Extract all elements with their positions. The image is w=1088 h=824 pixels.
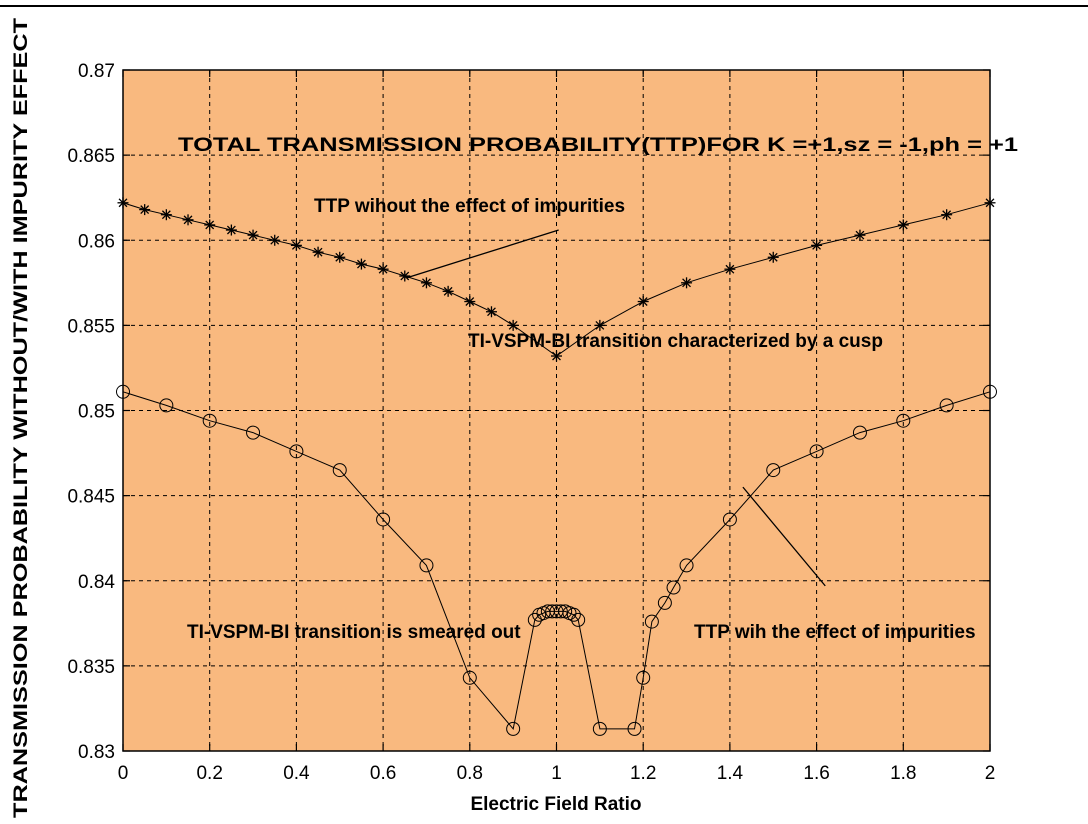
data-point-asterisk <box>160 209 172 221</box>
data-point-asterisk <box>139 204 151 216</box>
x-tick-label: 1.8 <box>890 763 916 784</box>
data-point-asterisk <box>442 285 454 297</box>
y-tick-label: 0.87 <box>78 61 115 82</box>
data-point-circle <box>592 721 607 736</box>
data-point-circle <box>527 612 542 627</box>
grid <box>123 70 990 751</box>
y-tick-label: 0.84 <box>78 572 115 593</box>
data-point-circle <box>246 425 261 440</box>
data-point-asterisk <box>204 219 216 231</box>
annotation-title: TOTAL TRANSMISSION PROBABILITY(TTP)FOR K… <box>178 135 1019 156</box>
data-point-circle <box>332 463 347 478</box>
data-point-asterisk <box>225 224 237 236</box>
y-tick-label: 0.865 <box>67 146 115 167</box>
pointer-ttp-without <box>406 229 559 279</box>
annotation-smeared: TI-VSPM-BI transition is smeared out <box>187 622 521 643</box>
plot-frame <box>122 69 991 752</box>
data-point-circle <box>939 398 954 413</box>
annotation-lines <box>406 229 826 587</box>
data-point-circle <box>419 558 434 573</box>
data-point-asterisk <box>507 319 519 331</box>
x-tick-label: 0.6 <box>370 763 396 784</box>
annotation-ttp-without: TTP wihout the effect of impurities <box>314 196 625 217</box>
data-point-asterisk <box>811 239 823 251</box>
x-axis-label: Electric Field Ratio <box>470 794 641 815</box>
data-point-asterisk <box>941 209 953 221</box>
data-point-circle <box>722 512 737 527</box>
series-line-1 <box>122 202 991 357</box>
data-point-asterisk <box>182 214 194 226</box>
data-point-asterisk <box>399 270 411 282</box>
data-point-asterisk <box>724 263 736 275</box>
data-point-circle <box>766 463 781 478</box>
x-ticks: 0 0.2 0.4 0.6 0.8 1 1.2 1.4 1.6 1.8 2 <box>118 70 996 784</box>
data-point-asterisk <box>247 229 259 241</box>
data-point-asterisk <box>464 296 476 308</box>
data-point-asterisk <box>420 277 432 289</box>
data-point-circle <box>852 425 867 440</box>
data-point-circle <box>566 607 581 622</box>
data-point-circle <box>462 670 477 685</box>
data-point-asterisk <box>551 350 562 362</box>
data-point-circle <box>644 614 659 629</box>
data-point-circle <box>571 612 586 627</box>
x-tick-label: 1.2 <box>630 763 656 784</box>
data-point-circle <box>553 604 568 619</box>
y-tick-label: 0.855 <box>67 316 115 337</box>
y-tick-label: 0.86 <box>78 231 115 252</box>
data-point-circle <box>627 721 642 736</box>
data-point-circle <box>289 444 304 459</box>
data-point-asterisk <box>897 219 909 231</box>
x-tick-label: 0.2 <box>196 763 222 784</box>
data-point-asterisk <box>377 263 389 275</box>
data-point-circle <box>666 580 681 595</box>
x-tick-label: 1.6 <box>803 763 829 784</box>
data-point-circle <box>896 413 911 428</box>
data-point-circle <box>376 512 391 527</box>
annotation-ttp-with: TTP wih the effect of impurities <box>694 622 976 643</box>
y-tick-label: 0.83 <box>78 742 115 763</box>
data-point-asterisk <box>594 319 606 331</box>
x-tick-label: 0 <box>118 763 129 784</box>
y-ticks: 0.83 0.835 0.84 0.845 0.85 0.855 0.86 0.865 0.87 <box>67 61 990 763</box>
data-point-asterisk <box>854 229 866 241</box>
data-point-circle <box>657 595 672 610</box>
data-point-asterisk <box>767 251 779 263</box>
data-point-asterisk <box>637 296 649 308</box>
x-tick-label: 0.8 <box>457 763 483 784</box>
data-point-asterisk <box>334 251 346 263</box>
x-tick-label: 1.4 <box>717 763 744 784</box>
data-point-asterisk <box>355 258 367 270</box>
data-point-circle <box>636 670 651 685</box>
data-point-asterisk <box>681 277 693 289</box>
data-point-asterisk <box>269 234 281 246</box>
data-point-circle <box>679 558 694 573</box>
y-tick-label: 0.845 <box>67 487 115 508</box>
pointer-ttp-with <box>742 486 826 587</box>
data-point-asterisk <box>312 246 324 258</box>
x-tick-label: 0.4 <box>283 763 310 784</box>
y-tick-label: 0.835 <box>67 657 115 678</box>
data-point-asterisk <box>485 306 497 318</box>
series-line-2 <box>122 391 991 731</box>
y-tick-label: 0.85 <box>78 402 115 423</box>
x-tick-label: 2 <box>985 763 996 784</box>
data-point-circle <box>809 444 824 459</box>
data-point-asterisk <box>290 239 302 251</box>
data-point-circle <box>506 721 521 736</box>
data-point-circle <box>159 398 174 413</box>
data-point-circle <box>202 413 217 428</box>
annotation-cusp: TI-VSPM-BI transition characterized by a… <box>468 331 883 352</box>
y-axis-label: TRANSMISSION PROBABILITY WITHOUT/WITH IM… <box>11 17 32 818</box>
series-group <box>116 197 997 736</box>
x-tick-label: 1 <box>551 763 562 784</box>
